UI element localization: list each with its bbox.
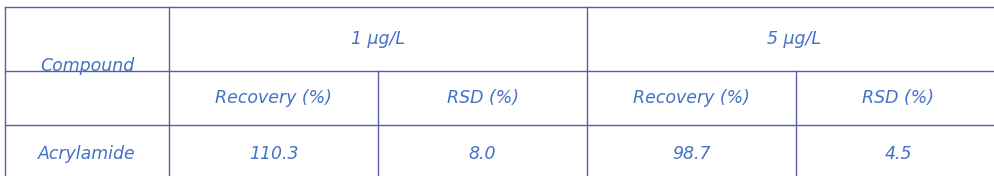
Text: 8.0: 8.0: [468, 145, 496, 163]
Text: 98.7: 98.7: [672, 145, 710, 163]
Text: Compound: Compound: [40, 57, 134, 75]
Text: RSD (%): RSD (%): [446, 89, 518, 107]
Text: RSD (%): RSD (%): [861, 89, 933, 107]
Text: 110.3: 110.3: [248, 145, 298, 163]
Text: 5 μg/L: 5 μg/L: [765, 30, 820, 48]
Text: 1 μg/L: 1 μg/L: [351, 30, 405, 48]
Text: Acrylamide: Acrylamide: [38, 145, 136, 163]
Text: Recovery (%): Recovery (%): [632, 89, 749, 107]
Text: 4.5: 4.5: [884, 145, 911, 163]
Text: Recovery (%): Recovery (%): [215, 89, 332, 107]
